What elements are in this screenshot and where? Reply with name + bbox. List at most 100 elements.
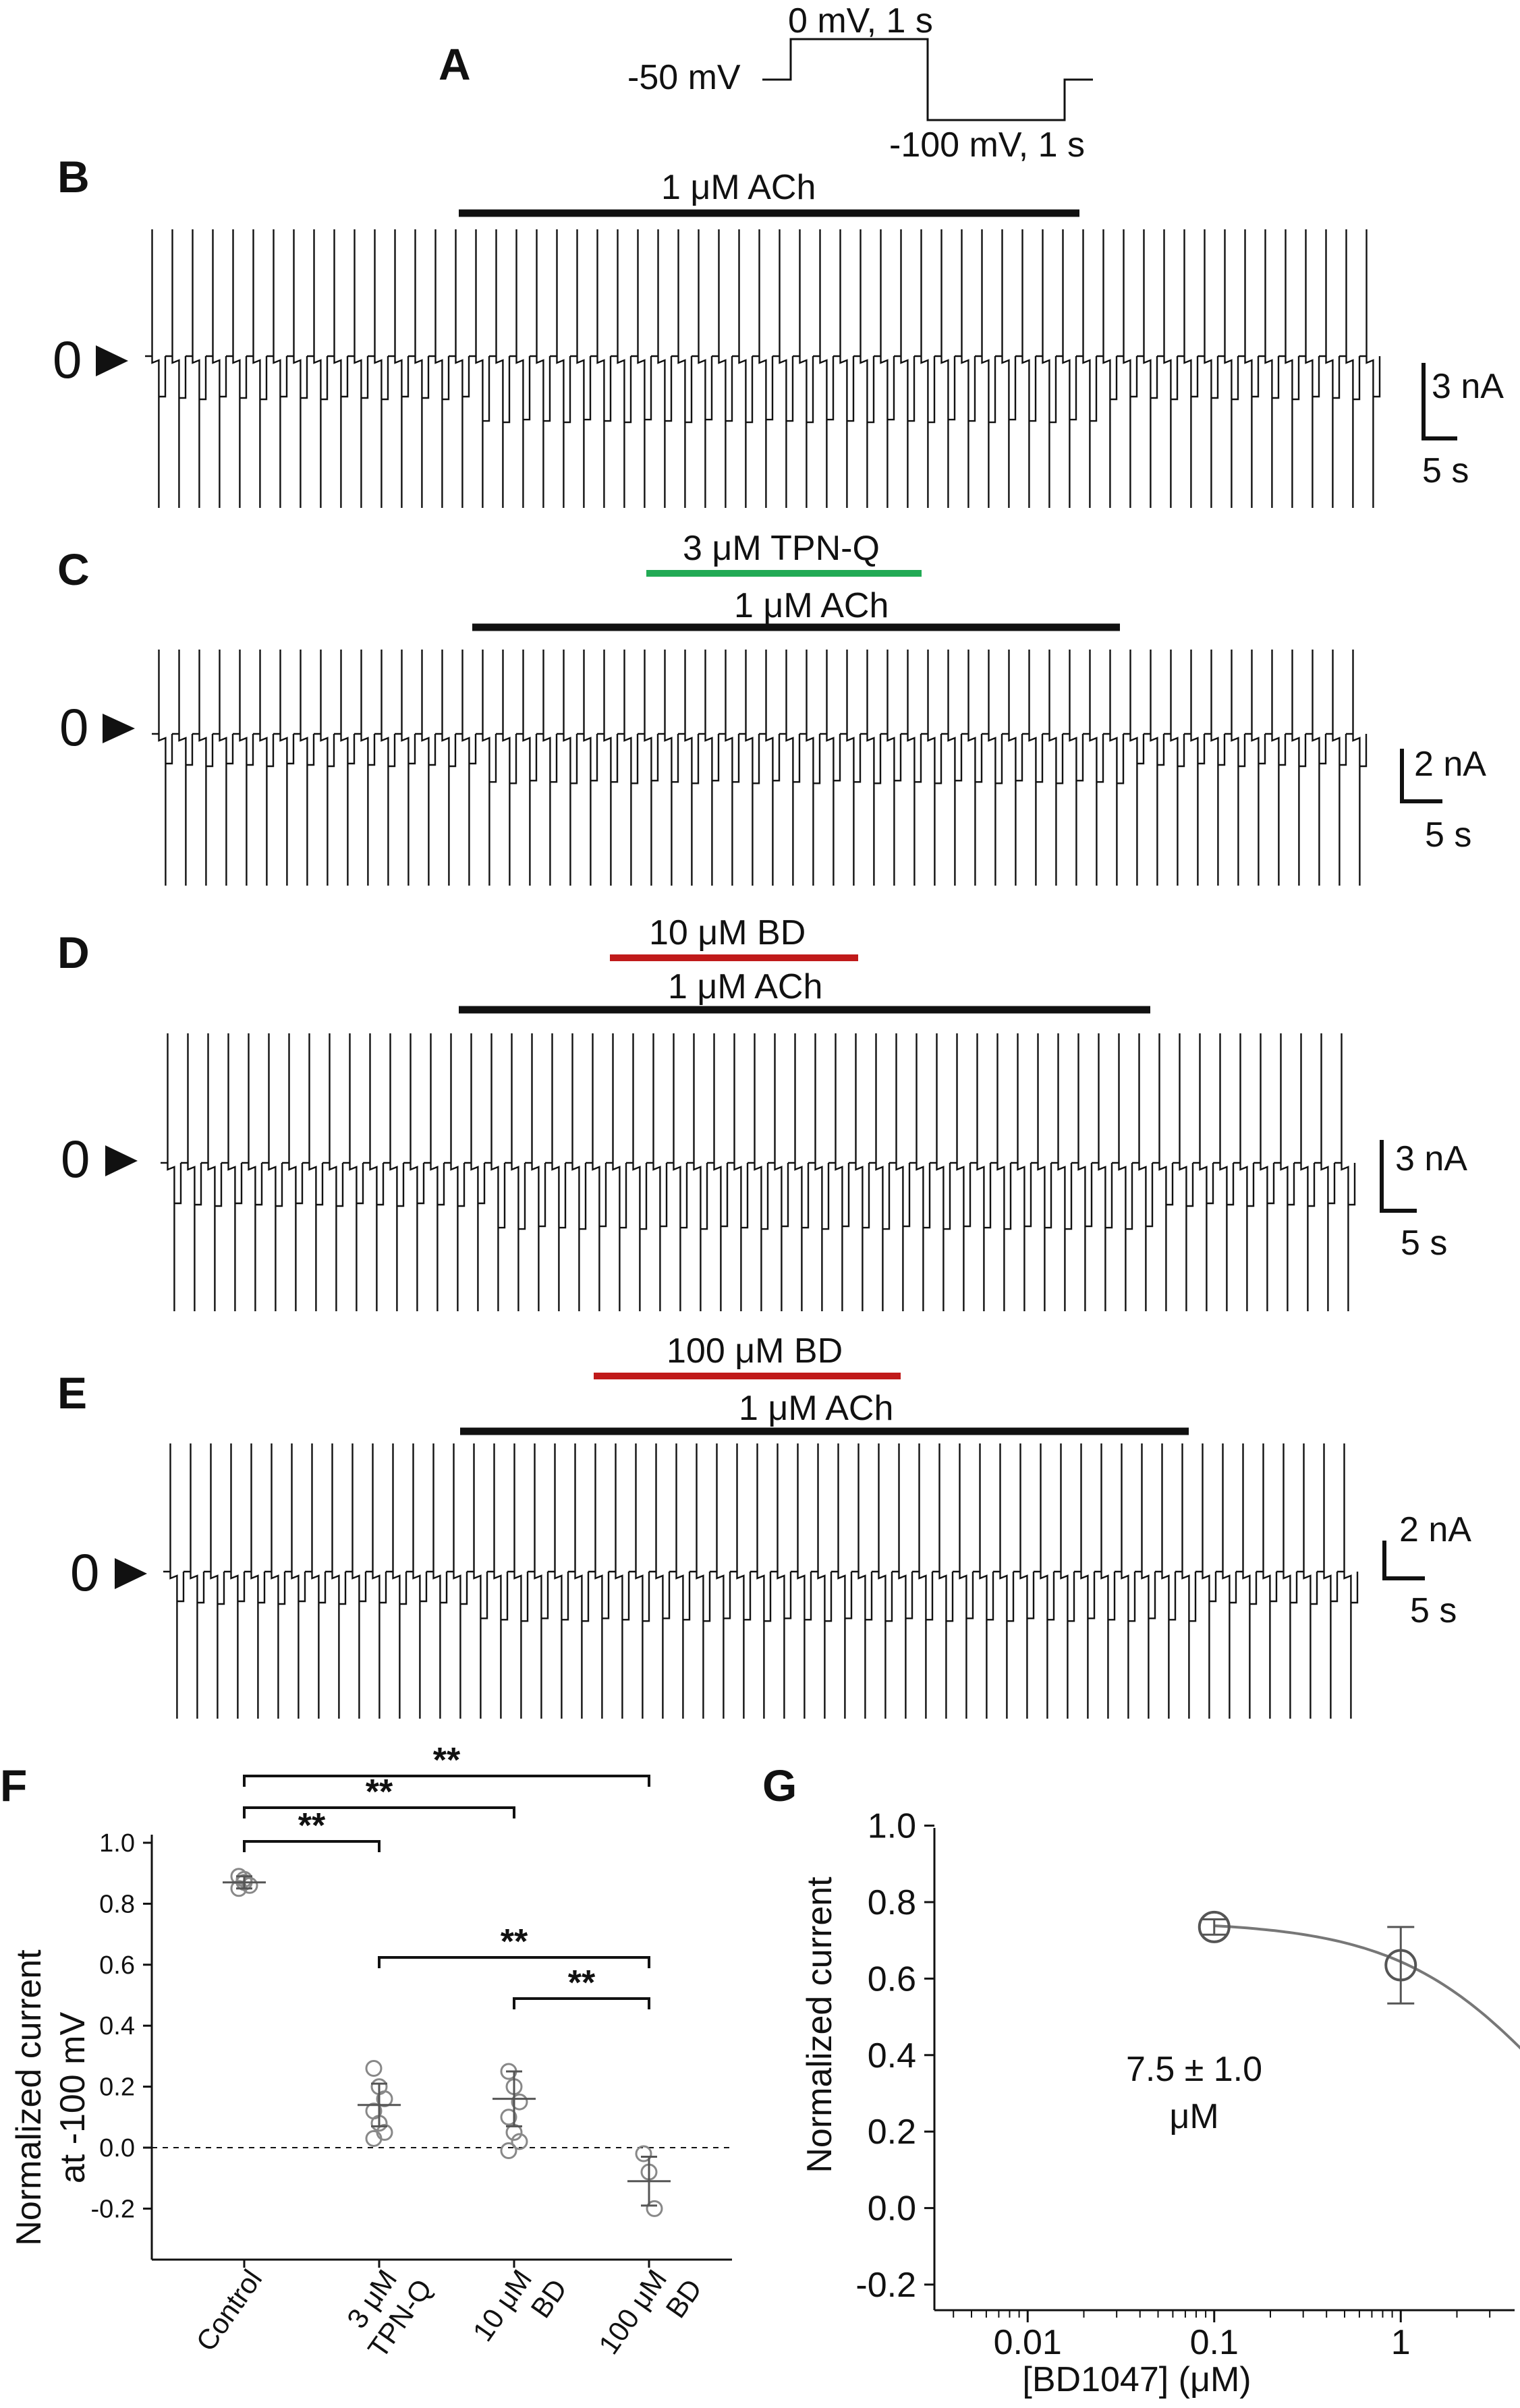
scale-x-b: 5 s	[1422, 451, 1469, 490]
f-category-label: Control	[190, 2264, 268, 2357]
scale-x-e: 5 s	[1410, 1591, 1457, 1630]
f-data-point	[500, 2142, 517, 2160]
g-ytick-label: 0.4	[868, 2036, 916, 2075]
zero-label-b: 0	[53, 330, 82, 389]
f-significance-label: **	[433, 1741, 461, 1780]
f-ylabel-line2: at -100 mV	[53, 2012, 92, 2184]
trace-path	[161, 1033, 1356, 1311]
trace-path	[145, 229, 1381, 508]
zero-marker-d	[105, 1145, 138, 1176]
f-data-point	[635, 2145, 652, 2162]
panel-letter-g: G	[762, 1760, 797, 1810]
g-xtick-label: 1	[1391, 2323, 1411, 2362]
g-ytick-label: 1.0	[868, 1807, 916, 1846]
holding-potential-label: -50 mV	[627, 58, 741, 97]
current-trace-d	[161, 1033, 1356, 1311]
f-ytick-label: -0.2	[91, 2195, 135, 2223]
f-significance-label: **	[501, 1922, 528, 1961]
f-data-point	[500, 2109, 517, 2126]
ach-label-e: 1 μM ACh	[739, 1389, 893, 1428]
g-xtick-label: 0.1	[1190, 2323, 1239, 2362]
scale-y-b: 3 nA	[1432, 367, 1504, 406]
f-data-point	[511, 2133, 528, 2150]
panel-d: D 10 μM BD 1 μM ACh 0 3 nA 5 s	[57, 913, 1467, 1311]
f-significance-label: **	[366, 1773, 393, 1812]
f-ytick-label: 0.0	[99, 2134, 135, 2162]
f-data-point	[376, 2090, 393, 2108]
scale-bar-d	[1380, 1140, 1417, 1213]
g-xlabel: [BD1047] (μM)	[1022, 2360, 1251, 2399]
f-data-point	[511, 2093, 528, 2111]
f-ytick-label: 0.2	[99, 2073, 135, 2102]
panel-c: C 3 μM TPN-Q 1 μM ACh 0 2 nA 5 s	[57, 529, 1486, 886]
g-ytick-label: 0.8	[868, 1883, 916, 1922]
f-ylabel-line1: Normalized current	[9, 1949, 49, 2246]
ach-label-b: 1 μM ACh	[661, 168, 816, 207]
f-significance-group: ** ** ** ** **	[243, 1741, 650, 2009]
f-ytick-label: 0.4	[99, 2012, 135, 2040]
zero-marker-b	[96, 345, 128, 376]
f-tick-group: 1.0 0.8 0.6 0.4 0.2 0.0 -0.2	[91, 1829, 650, 2268]
zero-label-c: 0	[59, 697, 88, 757]
scale-x-d: 5 s	[1401, 1224, 1447, 1263]
f-data-point	[365, 2059, 383, 2077]
panel-a: A -50 mV 0 mV, 1 s -100 mV, 1 s	[439, 1, 1093, 165]
g-data-point	[1198, 1910, 1231, 1943]
step2-label: -100 mV, 1 s	[889, 125, 1085, 165]
f-significance-bracket	[243, 1775, 650, 1787]
zero-label-d: 0	[61, 1129, 90, 1188]
scale-bar-b	[1422, 363, 1457, 440]
panel-letter-c: C	[57, 544, 90, 594]
current-trace-e	[163, 1443, 1359, 1719]
g-ytick-label: -0.2	[855, 2266, 916, 2305]
scale-bar-c	[1400, 749, 1442, 803]
f-ytick-label: 1.0	[99, 1829, 135, 1858]
current-trace-b	[145, 229, 1381, 508]
f-significance-label: **	[568, 1963, 596, 2003]
panel-f: F Normalized current at -100 mV 1.0 0.8 0.…	[0, 1741, 732, 2363]
zero-marker-e	[115, 1558, 147, 1589]
g-data-group	[1198, 1910, 1417, 2005]
g-ic50-line2: μM	[1169, 2097, 1218, 2136]
panel-letter-a: A	[439, 39, 471, 89]
scale-y-c: 2 nA	[1414, 745, 1486, 784]
g-fit-curve	[1214, 1924, 1520, 2050]
g-data-point	[1384, 1949, 1417, 1982]
f-significance-bracket	[378, 1956, 650, 1968]
f-category-label: 100 μM	[592, 2264, 673, 2359]
g-xtick-label: 0.01	[994, 2323, 1062, 2362]
g-ylabel: Normalized current	[800, 1876, 839, 2173]
scale-bar-e	[1382, 1541, 1425, 1580]
zero-marker-c	[103, 714, 135, 743]
drug-label-d: 10 μM BD	[649, 913, 806, 952]
ach-label-d: 1 μM ACh	[668, 967, 822, 1006]
g-tick-group: 1.00.80.60.40.20.0-0.20.010.1110100	[855, 1807, 1491, 2362]
panel-e: E 100 μM BD 1 μM ACh 0 2 nA 5 s	[57, 1331, 1471, 1719]
f-significance-label: **	[298, 1806, 326, 1845]
panel-letter-f: F	[0, 1760, 27, 1810]
scale-x-c: 5 s	[1425, 815, 1471, 855]
f-ytick-label: 0.6	[99, 1951, 135, 1980]
f-data-point	[365, 2129, 383, 2147]
current-trace-c	[152, 650, 1368, 886]
f-significance-bracket	[243, 1806, 515, 1818]
ach-label-c: 1 μM ACh	[734, 586, 889, 625]
scale-y-e: 2 nA	[1399, 1510, 1471, 1549]
panel-letter-d: D	[57, 927, 90, 977]
trace-path	[152, 650, 1368, 886]
f-ytick-label: 0.8	[99, 1890, 135, 1918]
g-ytick-label: 0.2	[868, 2113, 916, 2152]
scale-y-d: 3 nA	[1395, 1139, 1467, 1178]
g-ytick-label: 0.0	[868, 2189, 916, 2229]
panel-letter-e: E	[57, 1368, 87, 1418]
f-data-point	[241, 1876, 258, 1894]
drug-label-c: 3 μM TPN-Q	[683, 529, 880, 568]
panel-g: G Normalized current [BD1047] (μM) 1.0 0.…	[762, 1760, 1520, 2399]
f-data-point	[646, 2200, 663, 2217]
f-significance-bracket	[513, 1997, 650, 2009]
panel-b: B 1 μM ACh 0 3 nA 5 s	[53, 152, 1504, 508]
panel-letter-b: B	[57, 152, 90, 202]
zero-label-e: 0	[70, 1543, 99, 1602]
